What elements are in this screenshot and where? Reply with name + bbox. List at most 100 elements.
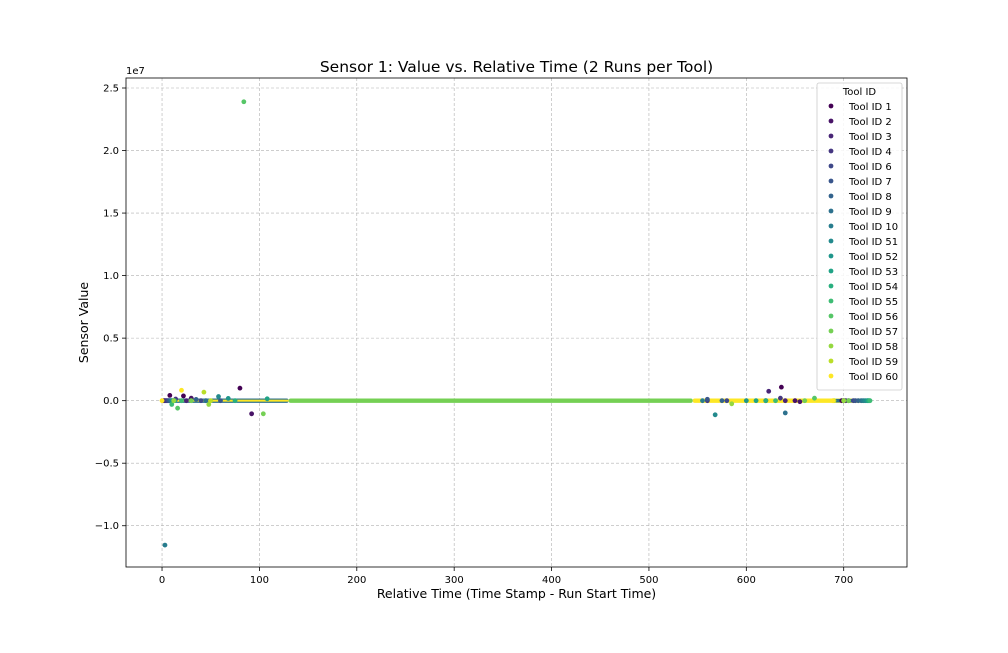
legend-entry-label: Tool ID 58 (848, 342, 898, 353)
data-point (249, 411, 255, 417)
chart-title: Sensor 1: Value vs. Relative Time (2 Run… (320, 58, 713, 76)
data-point (167, 393, 173, 398)
x-tick-label: 400 (542, 575, 561, 586)
data-point (206, 402, 212, 407)
legend-entry-label: Tool ID 2 (848, 117, 892, 128)
legend-items: Tool ID 1 Tool ID 2 Tool ID 3 Tool ID 4 Tool… (828, 102, 898, 383)
data-point (216, 394, 221, 399)
y-axis-label: Sensor Value (76, 282, 91, 363)
legend-marker (828, 193, 834, 199)
y-tick-label: 2.5 (103, 84, 119, 95)
legend-marker (828, 268, 834, 274)
legend-title: Tool ID (842, 87, 877, 98)
data-point (797, 399, 803, 405)
legend-entry-label: Tool ID 53 (848, 267, 898, 278)
data-point (778, 384, 784, 390)
data-point (241, 99, 247, 105)
data-point (743, 398, 749, 404)
legend-marker (828, 238, 834, 244)
x-tick-label: 100 (250, 575, 269, 586)
data-point (232, 398, 238, 404)
y-tick-label: 0.5 (103, 334, 119, 345)
y-tick-label: 0.0 (103, 396, 119, 407)
legend-entry-label: Tool ID 9 (848, 207, 892, 218)
legend-entry-label: Tool ID 55 (848, 297, 898, 308)
legend-marker (828, 208, 834, 214)
legend-marker (828, 373, 834, 379)
dense-band-segment (162, 399, 289, 402)
x-tick-label: 300 (445, 575, 464, 586)
legend-entry-label: Tool ID 6 (848, 162, 892, 173)
data-point (201, 389, 207, 395)
legend-marker (828, 358, 834, 364)
data-point (179, 398, 184, 404)
data-point (830, 398, 836, 404)
data-point (773, 398, 778, 404)
legend-box (816, 82, 903, 391)
x-axis-ticks: 0 100 200 300 400 500 600 700 (159, 567, 853, 586)
data-point (700, 398, 705, 404)
legend-marker (828, 148, 834, 154)
legend-entry-label: Tool ID 60 (848, 372, 898, 383)
data-point (753, 398, 759, 404)
data-point (846, 398, 851, 404)
legend-entry-label: Tool ID 59 (848, 357, 898, 368)
legend-entry-label: Tool ID 10 (848, 222, 898, 233)
data-point (712, 412, 718, 418)
legend-marker (828, 223, 834, 229)
x-tick-label: 500 (639, 575, 658, 586)
axes-frame (125, 77, 908, 568)
data-point (841, 398, 847, 404)
legend-marker (828, 343, 834, 349)
data-point (181, 393, 186, 399)
data-point (704, 396, 710, 402)
data-point (729, 401, 735, 407)
data-point (782, 410, 788, 416)
x-axis-label: Relative Time (Time Stamp - Run Start Ti… (377, 586, 656, 601)
dense-band-segment (692, 398, 871, 403)
data-point (763, 398, 769, 404)
x-tick-label: 700 (834, 575, 853, 586)
y-tick-label: −1.0 (95, 521, 119, 532)
data-point (237, 385, 243, 391)
legend-marker (828, 133, 834, 139)
y-tick-label: 2.0 (103, 146, 119, 157)
x-tick-label: 0 (159, 575, 165, 586)
x-tick-label: 200 (347, 575, 366, 586)
y-tick-label: 1.0 (103, 271, 119, 282)
y-axis-offset-label: 1e7 (126, 66, 145, 77)
data-points (159, 99, 873, 548)
legend-entry-label: Tool ID 52 (848, 252, 898, 263)
data-point (264, 396, 270, 402)
data-point (198, 398, 204, 404)
data-point (193, 397, 199, 402)
data-point (175, 405, 181, 411)
data-point (812, 395, 817, 401)
y-tick-label: −0.5 (95, 459, 119, 470)
legend-marker (828, 298, 834, 304)
data-point (203, 398, 209, 404)
data-point (724, 398, 730, 404)
data-point (179, 387, 184, 393)
legend-entry-label: Tool ID 51 (848, 237, 898, 248)
data-point (171, 398, 177, 404)
legend-entry-label: Tool ID 4 (848, 147, 892, 158)
data-point (162, 542, 168, 548)
y-axis-ticks: −1.0 −0.5 0.0 0.5 1.0 1.5 2.0 2.5 (95, 84, 126, 532)
legend-marker (828, 118, 834, 124)
legend-entry-label: Tool ID 8 (848, 192, 892, 203)
data-point (225, 396, 231, 401)
legend-entry-label: Tool ID 1 (848, 102, 892, 113)
legend-marker (828, 178, 834, 184)
data-point (782, 398, 788, 404)
data-point (719, 398, 725, 404)
legend-entry-label: Tool ID 56 (848, 312, 898, 323)
legend-marker (828, 253, 834, 259)
data-point (792, 398, 798, 404)
y-tick-label: 1.5 (103, 209, 119, 220)
legend-entry-label: Tool ID 57 (848, 327, 898, 338)
data-point (183, 398, 189, 404)
legend-marker (828, 313, 834, 319)
legend-entry-label: Tool ID 54 (848, 282, 898, 293)
